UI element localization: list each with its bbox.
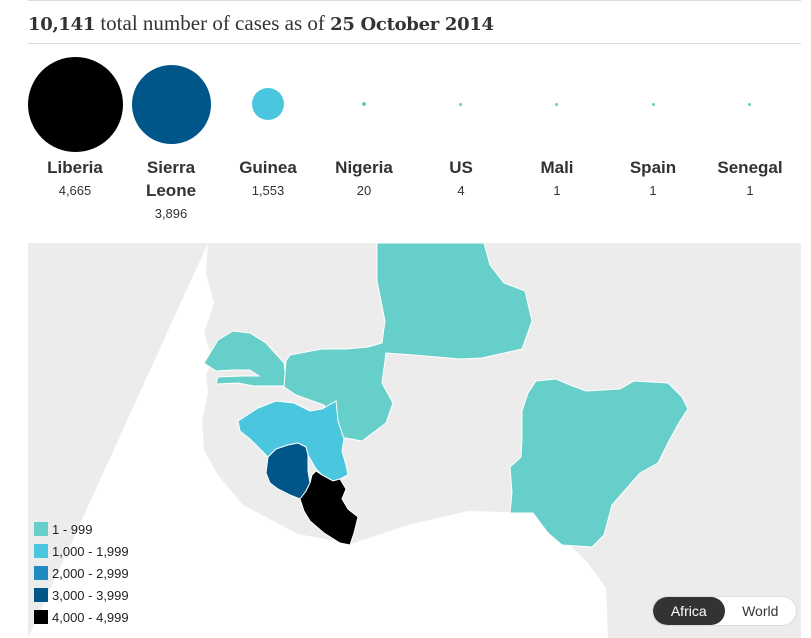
bubble-senegal	[748, 103, 751, 106]
country-value-guinea: 1,553	[251, 183, 285, 198]
country-value-spain: 1	[649, 183, 657, 198]
headline-rule	[28, 43, 801, 44]
bubble-spain	[652, 103, 655, 106]
country-name-spain: Spain	[629, 158, 677, 177]
bubble-guinea	[252, 88, 284, 120]
legend-label: 4,000 - 4,999	[52, 609, 129, 625]
legend-label: 1 - 999	[52, 521, 93, 537]
legend: 1 - 999 1,000 - 1,999 2,000 - 2,999 3,00…	[34, 518, 129, 628]
legend-swatch	[34, 610, 48, 624]
headline: 10,141 total number of cases as of 25 Oc…	[28, 11, 494, 36]
legend-label: 1,000 - 1,999	[52, 543, 129, 559]
nigeria-region	[509, 378, 689, 548]
country-name-nigeria: Nigeria	[335, 158, 393, 177]
bubble-us	[459, 103, 462, 106]
legend-swatch	[34, 522, 48, 536]
country-name-senegal: Senegal	[717, 158, 783, 177]
legend-item: 1,000 - 1,999	[34, 540, 129, 562]
legend-item: 3,000 - 3,999	[34, 584, 129, 606]
bubble-sierra-leone	[132, 65, 211, 144]
country-name-us: US	[449, 158, 473, 177]
top-rule	[28, 0, 801, 1]
country-name-sierra-leone: Sierra Leone	[145, 158, 197, 200]
senegal-region	[203, 330, 287, 387]
country-name-mali: Mali	[540, 158, 574, 177]
country-value-liberia: 4,665	[58, 183, 92, 198]
country-name-guinea: Guinea	[239, 158, 297, 177]
legend-swatch	[34, 588, 48, 602]
legend-swatch	[34, 544, 48, 558]
country-value-mali: 1	[553, 183, 561, 198]
country-value-nigeria: 20	[356, 183, 372, 198]
legend-label: 3,000 - 3,999	[52, 587, 129, 603]
west-africa-map	[28, 243, 801, 638]
headline-date: 25 October 2014	[330, 14, 494, 35]
region-toggle: Africa World	[652, 596, 797, 626]
bubble-liberia	[28, 57, 123, 152]
headline-text: total number of cases as of	[95, 11, 331, 35]
legend-item: 2,000 - 2,999	[34, 562, 129, 584]
country-value-senegal: 1	[746, 183, 754, 198]
legend-item: 4,000 - 4,999	[34, 606, 129, 628]
country-name-liberia: Liberia	[47, 158, 103, 177]
bubble-mali	[555, 103, 558, 106]
country-value-us: 4	[457, 183, 465, 198]
legend-swatch	[34, 566, 48, 580]
legend-label: 2,000 - 2,999	[52, 565, 129, 581]
country-value-sierra-leone: 3,896	[154, 206, 188, 221]
bubble-nigeria	[362, 102, 366, 106]
toggle-africa[interactable]: Africa	[653, 597, 725, 625]
mali-region	[283, 243, 533, 442]
liberia-region	[299, 470, 359, 546]
toggle-world[interactable]: World	[742, 603, 779, 619]
legend-item: 1 - 999	[34, 518, 129, 540]
total-cases-count: 10,141	[28, 14, 96, 35]
